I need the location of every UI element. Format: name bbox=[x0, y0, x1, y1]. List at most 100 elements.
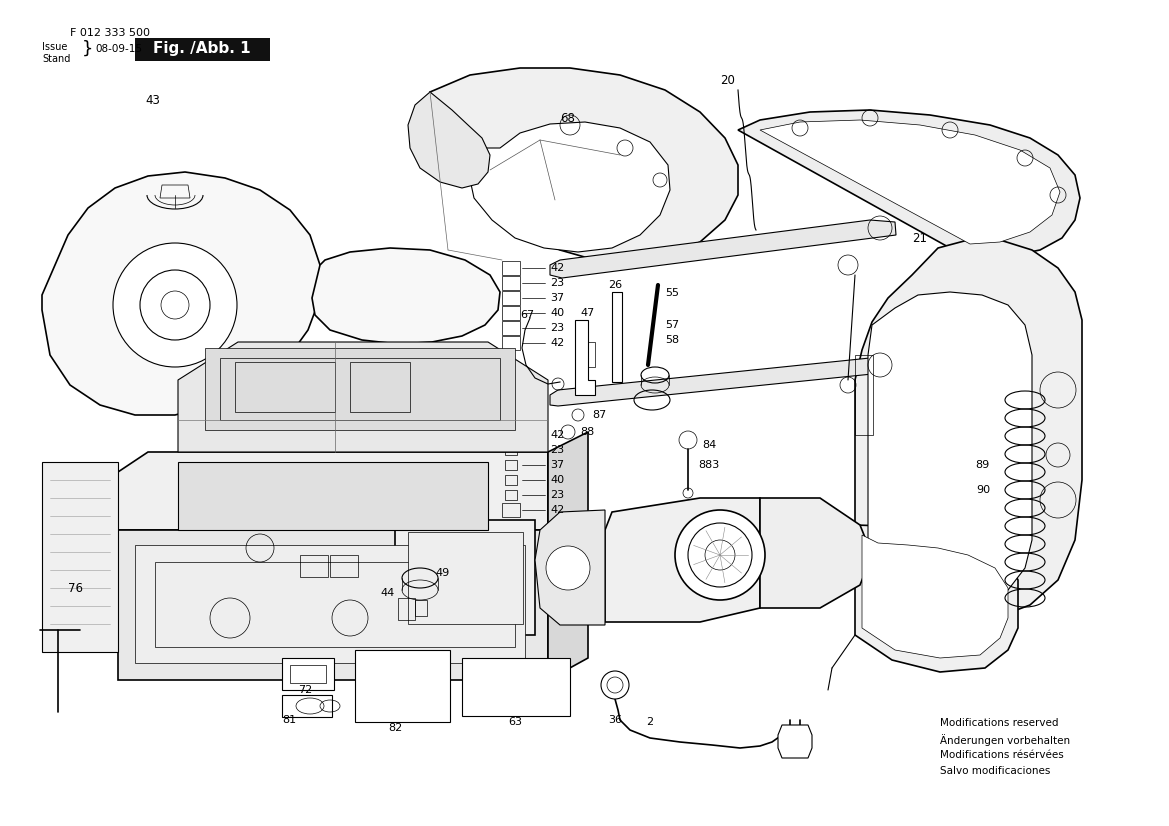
Text: 23: 23 bbox=[549, 278, 565, 288]
Text: 44: 44 bbox=[381, 588, 395, 598]
Polygon shape bbox=[855, 240, 1082, 622]
Polygon shape bbox=[779, 725, 812, 758]
Polygon shape bbox=[42, 462, 118, 652]
Polygon shape bbox=[312, 248, 500, 344]
Polygon shape bbox=[548, 432, 588, 680]
Text: }: } bbox=[82, 40, 94, 58]
Text: Salvo modificaciones: Salvo modificaciones bbox=[940, 766, 1051, 776]
Text: 72: 72 bbox=[298, 685, 312, 695]
Circle shape bbox=[675, 510, 765, 600]
Text: 36: 36 bbox=[608, 715, 622, 725]
Text: 90: 90 bbox=[976, 485, 990, 495]
Polygon shape bbox=[855, 525, 1018, 672]
Bar bbox=[134, 545, 525, 663]
Bar bbox=[155, 562, 516, 647]
Text: 40: 40 bbox=[549, 308, 565, 318]
Circle shape bbox=[113, 243, 237, 367]
Polygon shape bbox=[468, 122, 670, 252]
Text: 89: 89 bbox=[976, 460, 990, 470]
Text: 42: 42 bbox=[549, 338, 565, 348]
Polygon shape bbox=[760, 120, 1060, 244]
Bar bbox=[282, 658, 334, 690]
Text: 08-09-15: 08-09-15 bbox=[95, 44, 141, 54]
Text: 55: 55 bbox=[665, 288, 679, 298]
Bar bbox=[360, 656, 448, 718]
Bar bbox=[486, 665, 498, 677]
Text: 42: 42 bbox=[549, 505, 565, 515]
Text: 23: 23 bbox=[549, 445, 565, 455]
Polygon shape bbox=[575, 320, 595, 395]
Text: 87: 87 bbox=[592, 410, 607, 420]
Text: F 012 333 500: F 012 333 500 bbox=[70, 28, 150, 38]
Bar bbox=[350, 362, 410, 412]
Bar bbox=[290, 665, 326, 683]
Bar bbox=[330, 555, 358, 577]
Polygon shape bbox=[760, 498, 872, 608]
Text: 37: 37 bbox=[549, 460, 565, 470]
Bar bbox=[504, 665, 516, 677]
Polygon shape bbox=[178, 462, 487, 530]
Bar bbox=[575, 342, 595, 367]
Bar bbox=[355, 650, 450, 722]
Text: 23: 23 bbox=[549, 323, 565, 333]
Bar bbox=[220, 358, 500, 420]
Text: Modifications reserved: Modifications reserved bbox=[940, 718, 1058, 728]
Bar bbox=[855, 355, 873, 435]
Text: 20: 20 bbox=[720, 74, 735, 87]
Bar bbox=[540, 665, 552, 677]
Polygon shape bbox=[549, 220, 895, 278]
Polygon shape bbox=[869, 292, 1032, 610]
Text: Modifications résérvées: Modifications résérvées bbox=[940, 750, 1064, 760]
Text: 40: 40 bbox=[549, 475, 565, 485]
Text: 42: 42 bbox=[549, 263, 565, 273]
Text: 76: 76 bbox=[68, 582, 83, 595]
Text: 84: 84 bbox=[703, 440, 717, 450]
Polygon shape bbox=[42, 172, 320, 415]
Polygon shape bbox=[408, 92, 490, 188]
Bar bbox=[205, 348, 516, 430]
Text: 57: 57 bbox=[665, 320, 679, 330]
Polygon shape bbox=[430, 68, 738, 262]
Bar bbox=[505, 460, 517, 470]
Bar bbox=[468, 665, 480, 677]
Bar bbox=[505, 445, 517, 455]
Text: 23: 23 bbox=[549, 490, 565, 500]
Text: Fig. /Abb. 1: Fig. /Abb. 1 bbox=[153, 41, 251, 56]
Circle shape bbox=[566, 156, 574, 164]
Bar bbox=[415, 600, 427, 616]
Text: 81: 81 bbox=[282, 715, 296, 725]
Bar bbox=[235, 362, 336, 412]
Text: 58: 58 bbox=[665, 335, 679, 345]
Bar bbox=[300, 555, 328, 577]
Circle shape bbox=[546, 546, 590, 590]
Text: 68: 68 bbox=[560, 112, 575, 125]
Bar bbox=[408, 532, 523, 624]
Polygon shape bbox=[606, 498, 760, 622]
Polygon shape bbox=[118, 452, 548, 530]
Bar bbox=[282, 695, 332, 717]
Text: 37: 37 bbox=[549, 293, 565, 303]
Text: 49: 49 bbox=[435, 568, 449, 578]
Text: 883: 883 bbox=[698, 460, 719, 470]
Polygon shape bbox=[862, 535, 1008, 658]
Text: 67: 67 bbox=[520, 310, 534, 320]
Polygon shape bbox=[738, 110, 1080, 256]
Text: 47: 47 bbox=[580, 308, 594, 318]
Text: Änderungen vorbehalten: Änderungen vorbehalten bbox=[940, 734, 1070, 746]
Bar bbox=[613, 292, 622, 382]
Text: Stand: Stand bbox=[42, 54, 70, 64]
Text: Issue: Issue bbox=[42, 42, 68, 52]
Text: 2: 2 bbox=[646, 717, 653, 727]
Text: 63: 63 bbox=[509, 717, 523, 727]
Bar bbox=[523, 665, 534, 677]
Text: 26: 26 bbox=[608, 280, 622, 290]
Polygon shape bbox=[118, 530, 548, 680]
Text: 42: 42 bbox=[549, 430, 565, 440]
Text: 82: 82 bbox=[388, 723, 402, 733]
Bar bbox=[134, 38, 270, 61]
Bar bbox=[462, 658, 570, 716]
Bar bbox=[505, 475, 517, 485]
Bar bbox=[505, 490, 517, 500]
Text: 43: 43 bbox=[145, 93, 160, 107]
Polygon shape bbox=[535, 510, 606, 625]
